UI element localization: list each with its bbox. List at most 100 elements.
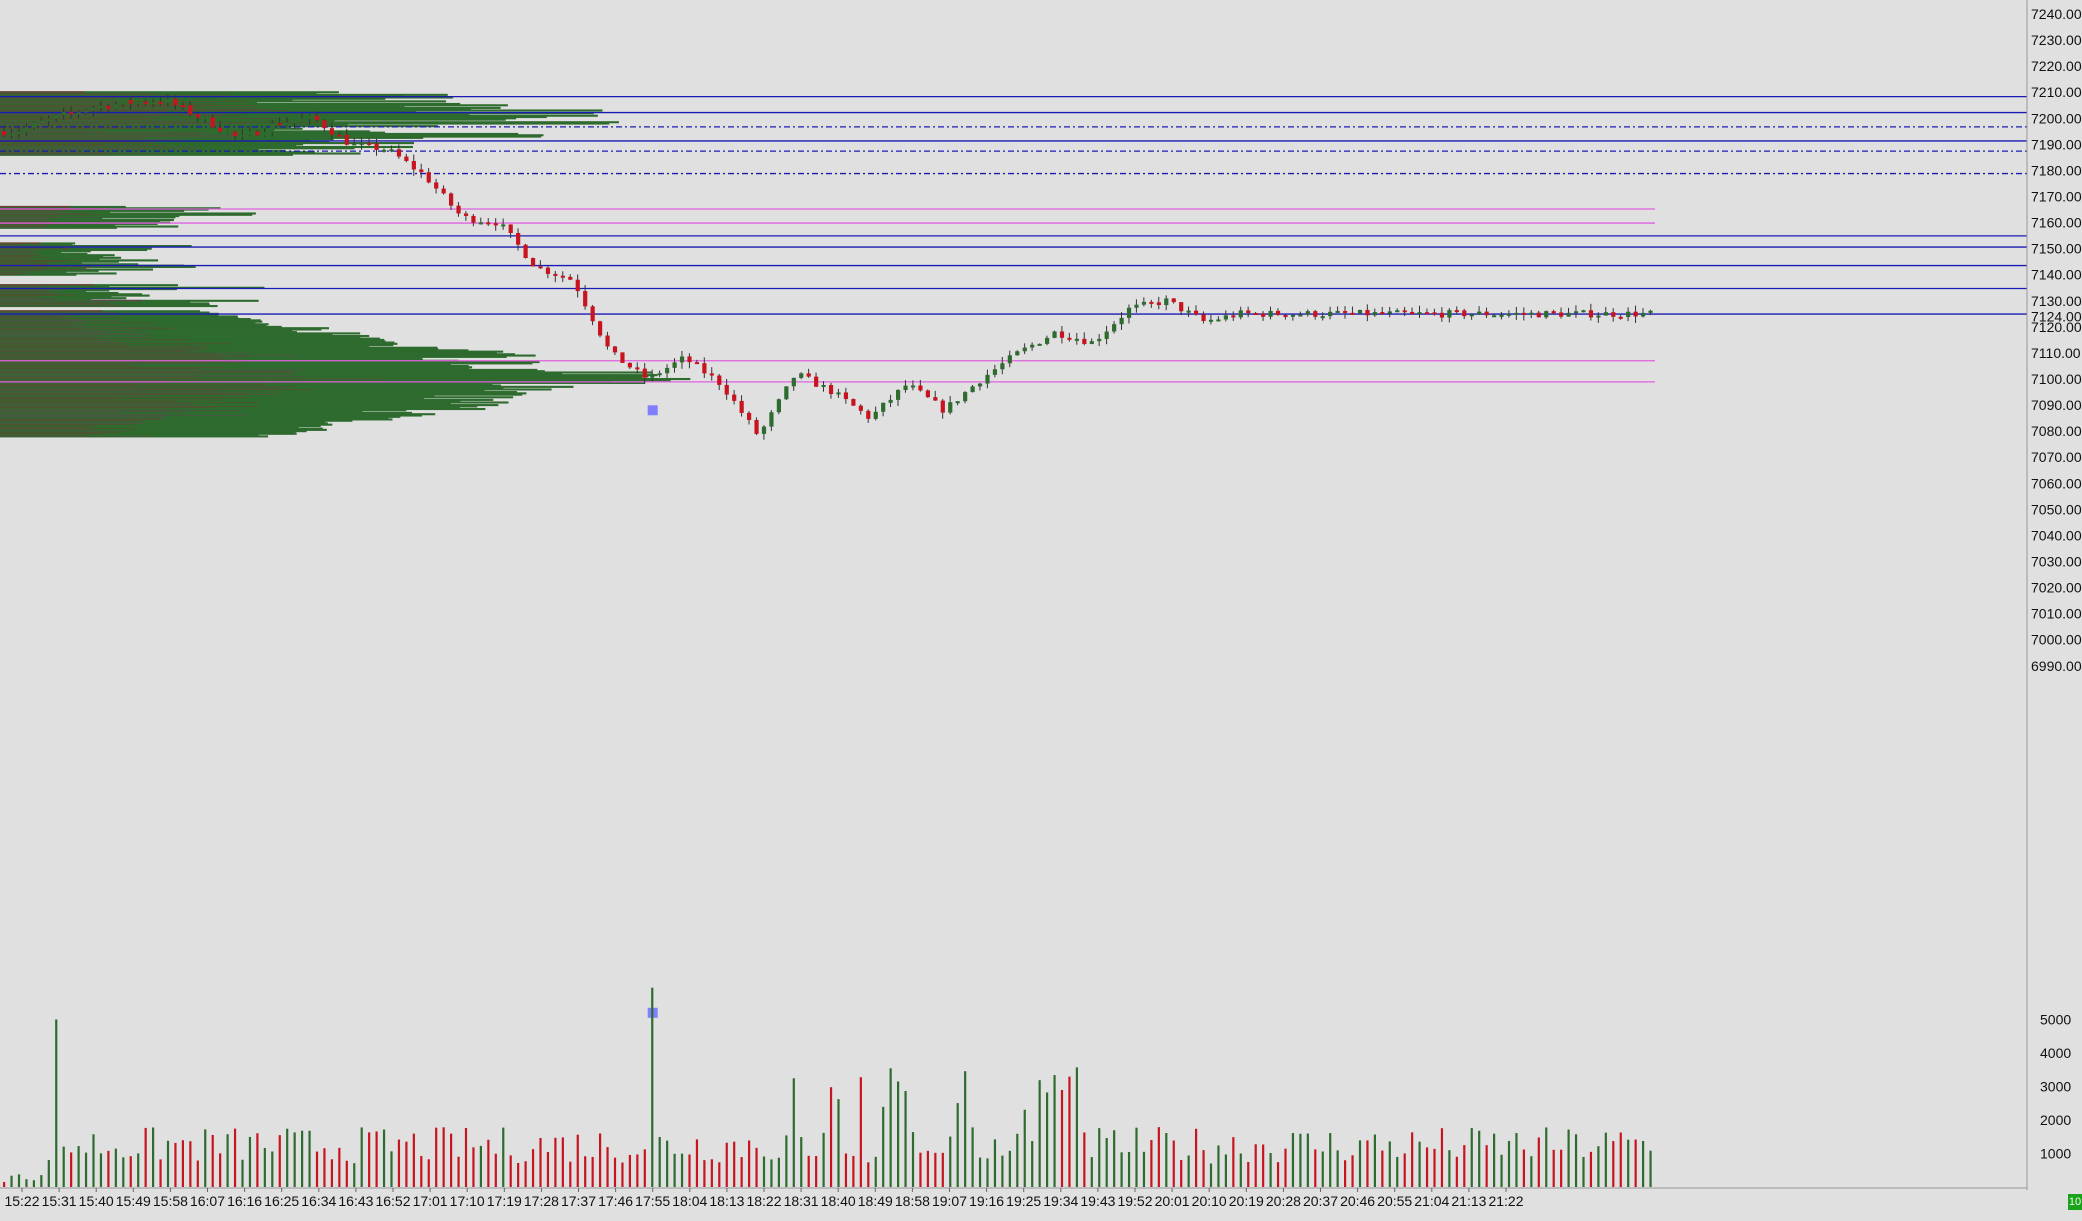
candle-body [352,143,357,146]
candle-body [896,389,901,400]
candle-body [828,385,834,395]
profile-bar [0,432,297,435]
volume-bar [1619,1132,1622,1187]
candle-body [344,134,349,145]
profile-bar [0,97,386,100]
price-tick-label: 7230.00 [2031,32,2082,48]
candle-body [1149,301,1154,304]
volume-bar [658,1136,661,1187]
volume-bar [10,1175,13,1187]
volume-bar [1403,1153,1406,1187]
candle-body [508,224,513,234]
time-tick-label: 17:10 [450,1193,485,1209]
volume-bar [1209,1163,1213,1187]
volume-bar [330,1159,333,1187]
trade-marker[interactable] [647,405,658,416]
candle-body [1134,304,1139,308]
volume-bar [680,1153,684,1187]
candle-body [955,401,960,404]
volume-bar [487,1139,490,1187]
candle-body [1484,311,1489,316]
volume-bar [1038,1080,1041,1187]
volume-bar [375,1131,378,1187]
price-tick-label: 7110.00 [2031,345,2081,361]
volume-bar [1448,1150,1451,1187]
time-tick-label: 20:19 [1229,1193,1264,1209]
time-tick-label: 21:22 [1488,1193,1523,1209]
profile-bar [0,407,486,411]
price-tick-label: 7020.00 [2031,580,2082,596]
candle-body [702,363,707,374]
profile-bar [0,392,527,395]
volume-bar [986,1158,989,1187]
price-tick-label: 7070.00 [2031,449,2082,465]
candle-body [1551,311,1556,314]
profile-bar [0,320,263,323]
volume-bar [1254,1144,1257,1187]
candle-body [1573,311,1579,314]
volume-bar [1165,1133,1168,1187]
volume-bar [1418,1141,1421,1187]
volume-bar [591,1156,594,1187]
volume-bar [859,1077,862,1187]
candle-body [180,105,185,108]
profile-bar [0,374,658,377]
price-tick-label: 7060.00 [2031,475,2082,491]
volume-bar [688,1154,691,1187]
candle-body [568,276,573,280]
candle-body [858,405,863,411]
volume-bar [293,1132,296,1187]
volume-bar [1478,1130,1481,1187]
volume-bar [47,1160,50,1187]
candle-body [1469,314,1474,317]
candle-body [1253,313,1258,316]
price-tick-label: 7180.00 [2031,162,2082,178]
profile-bar [0,426,299,429]
volume-bar [308,1130,311,1187]
volume-bar [628,1154,631,1187]
volume-bar [1247,1161,1250,1187]
volume-bar [755,1147,758,1187]
profile-bar [0,355,507,358]
volume-bar [897,1081,900,1187]
volume-bar [122,1157,125,1187]
profile-bar [0,361,540,364]
volume-bar [77,1146,80,1187]
volume-bar [919,1152,922,1187]
volume-bar [40,1175,43,1187]
profile-bar [0,207,221,210]
time-tick-label: 16:43 [338,1193,373,1209]
profile-bar [0,101,257,104]
volume-bar [174,1142,177,1187]
candle-body [24,127,29,132]
volume-bar [829,1087,833,1187]
volume-bar [226,1134,229,1187]
volume-bar [1463,1145,1466,1187]
candle-body [76,112,81,115]
volume-bar [1269,1153,1272,1187]
candle-body [478,222,483,225]
candle-body [1454,310,1459,313]
time-tick-label: 18:31 [784,1193,819,1209]
profile-bar [0,140,330,143]
price-tick-label: 7140.00 [2031,267,2082,283]
candle-body [724,384,729,395]
profile-bar [0,142,415,145]
volume-bar [315,1151,319,1187]
candle-body [605,335,610,347]
candle-body [1618,316,1623,319]
volume-bar [546,1151,550,1187]
candle-body [1395,310,1400,313]
volume-bar [1314,1149,1317,1187]
volume-bar [17,1174,21,1187]
candle-body [381,149,387,152]
profile-bar [0,404,499,407]
candle-body [1156,302,1161,306]
volume-bar [584,1156,587,1187]
profile-bar [0,213,253,216]
candle-body [717,375,722,385]
volume-bar [25,1179,28,1187]
